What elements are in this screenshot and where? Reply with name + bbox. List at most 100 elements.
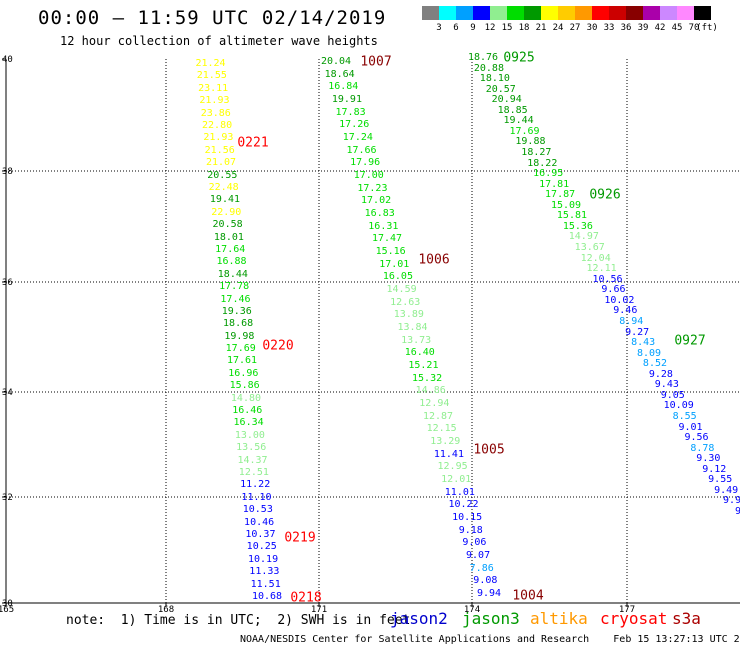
wave-height-value: 17.87 [545, 189, 576, 201]
wave-height-value: 13.67 [574, 242, 605, 254]
satellite-legend-item: jason2 [390, 609, 448, 628]
wave-height-value: 16.95 [533, 168, 564, 180]
wave-height-value: 9.46 [613, 305, 638, 317]
y-tick-label: 38 [2, 167, 13, 177]
wave-height-value: 12.63 [390, 296, 421, 308]
wave-height-value: 9.07 [466, 550, 491, 561]
wave-height-value: 9 [734, 506, 740, 517]
wave-height-value: 17.61 [226, 355, 258, 367]
wave-height-value: 12.11 [586, 263, 617, 275]
satellite-legend-item: jason3 [462, 609, 520, 628]
wave-height-value: 17.02 [361, 195, 392, 207]
legend-label: 39 [637, 23, 649, 33]
wave-height-value: 14.80 [230, 392, 262, 404]
legend-label: 21 [535, 23, 547, 33]
legend-swatch [677, 6, 694, 20]
legend-swatch [626, 6, 643, 20]
wave-height-value: 18.64 [324, 68, 355, 80]
wave-height-value: 20.88 [473, 62, 504, 74]
legend-swatch [439, 6, 456, 20]
wave-height-value: 8.55 [672, 410, 697, 422]
wave-height-value: 10.09 [663, 400, 694, 412]
wave-height-value: 13.00 [234, 429, 265, 441]
legend-label: 45 [671, 23, 683, 33]
wave-height-value: 18.10 [479, 73, 510, 85]
wave-height-value: 12.04 [580, 252, 611, 264]
page-title: 00:00 – 11:59 UTC 02/14/2019 [38, 7, 387, 29]
wave-height-value: 18.27 [521, 147, 552, 159]
wave-height-value: 17.83 [335, 106, 366, 118]
wave-height-value: 9.05 [660, 389, 685, 401]
wave-height-value: 15.81 [556, 210, 588, 222]
wave-height-value: 21.93 [199, 95, 230, 107]
wave-height-value: 10.56 [592, 273, 623, 285]
wave-height-value: 12.01 [441, 474, 472, 485]
wave-height-value: 16.40 [404, 347, 435, 359]
wave-height-value: 14.37 [237, 454, 268, 466]
wave-height-value: 10.19 [247, 553, 279, 565]
wave-height-value: 12.51 [238, 467, 269, 479]
wave-height-value: 14.86 [415, 385, 446, 397]
wave-height-value: 23.11 [198, 82, 229, 94]
wave-height-value: 18.44 [217, 268, 248, 280]
wave-height-value: 16.34 [233, 417, 264, 429]
pass-time-label: 0220 [262, 338, 294, 354]
legend-swatch [524, 6, 541, 20]
wave-height-value: 23.86 [200, 107, 231, 119]
pass-time-label: 0926 [589, 187, 621, 203]
x-tick-label: 165 [0, 605, 14, 615]
x-tick-label: 174 [464, 605, 480, 615]
pass-time-label: 1005 [473, 442, 505, 458]
wave-height-value: 11.51 [250, 578, 281, 590]
legend-label: 12 [484, 23, 496, 33]
wave-height-value: 20.57 [485, 83, 516, 95]
wave-height-value: 9.01 [678, 421, 703, 433]
wave-height-value: 16.83 [364, 208, 395, 219]
legend-swatch [490, 6, 507, 20]
wave-height-value: 9.27 [625, 326, 650, 338]
legend-swatch [575, 6, 592, 20]
wave-height-value: 11.22 [240, 479, 271, 491]
wave-height-value: 13.29 [430, 436, 461, 447]
wave-height-value: 19.44 [503, 115, 534, 127]
wave-height-value: 14.59 [386, 284, 417, 295]
wave-height-value: 16.46 [232, 405, 263, 417]
wave-height-value: 19.41 [209, 194, 241, 206]
legend-label: 70 [688, 23, 700, 33]
wave-height-value: 12.87 [422, 410, 454, 422]
wave-height-value: 9.28 [648, 368, 673, 380]
wave-height-value: 17.00 [353, 170, 384, 181]
wave-height-value: 10.53 [242, 504, 273, 516]
legend-swatch [694, 6, 711, 20]
wave-height-value: 11.10 [241, 491, 272, 503]
wave-height-value: 9.66 [601, 284, 626, 296]
x-tick-label: 168 [158, 605, 174, 615]
wave-height-value: 17.81 [539, 178, 570, 190]
legend-swatch [609, 6, 626, 20]
wave-height-value: 10.46 [244, 516, 275, 528]
legend-label: 18 [518, 23, 530, 33]
wave-height-value: 9.43 [654, 379, 679, 391]
wave-height-value: 22.90 [211, 206, 242, 218]
wave-height-value: 17.69 [225, 343, 256, 355]
wave-height-value: 9.56 [684, 432, 709, 444]
wave-height-value: 14.97 [568, 231, 599, 243]
wave-height-value: 15.16 [375, 246, 406, 257]
pass-time-label: 0221 [237, 135, 269, 151]
legend-label: 30 [586, 23, 598, 33]
legend-label: 6 [453, 23, 459, 33]
y-tick-label: 32 [2, 493, 13, 503]
wave-height-value: 17.46 [220, 293, 251, 305]
wave-height-value: 16.84 [328, 81, 359, 93]
wave-height-value: 19.98 [224, 330, 255, 342]
wave-height-value: 18.68 [223, 318, 254, 330]
wave-height-value: 15.09 [550, 199, 582, 211]
wave-height-value: 9.06 [462, 537, 487, 549]
wave-height-value: 9.08 [473, 575, 498, 587]
wave-height-value: 13.73 [401, 334, 432, 346]
wave-height-value: 17.66 [346, 144, 377, 156]
legend-label: 3 [436, 23, 442, 33]
wave-height-value: 21.24 [195, 58, 226, 69]
pass-time-label: 0219 [284, 530, 316, 546]
